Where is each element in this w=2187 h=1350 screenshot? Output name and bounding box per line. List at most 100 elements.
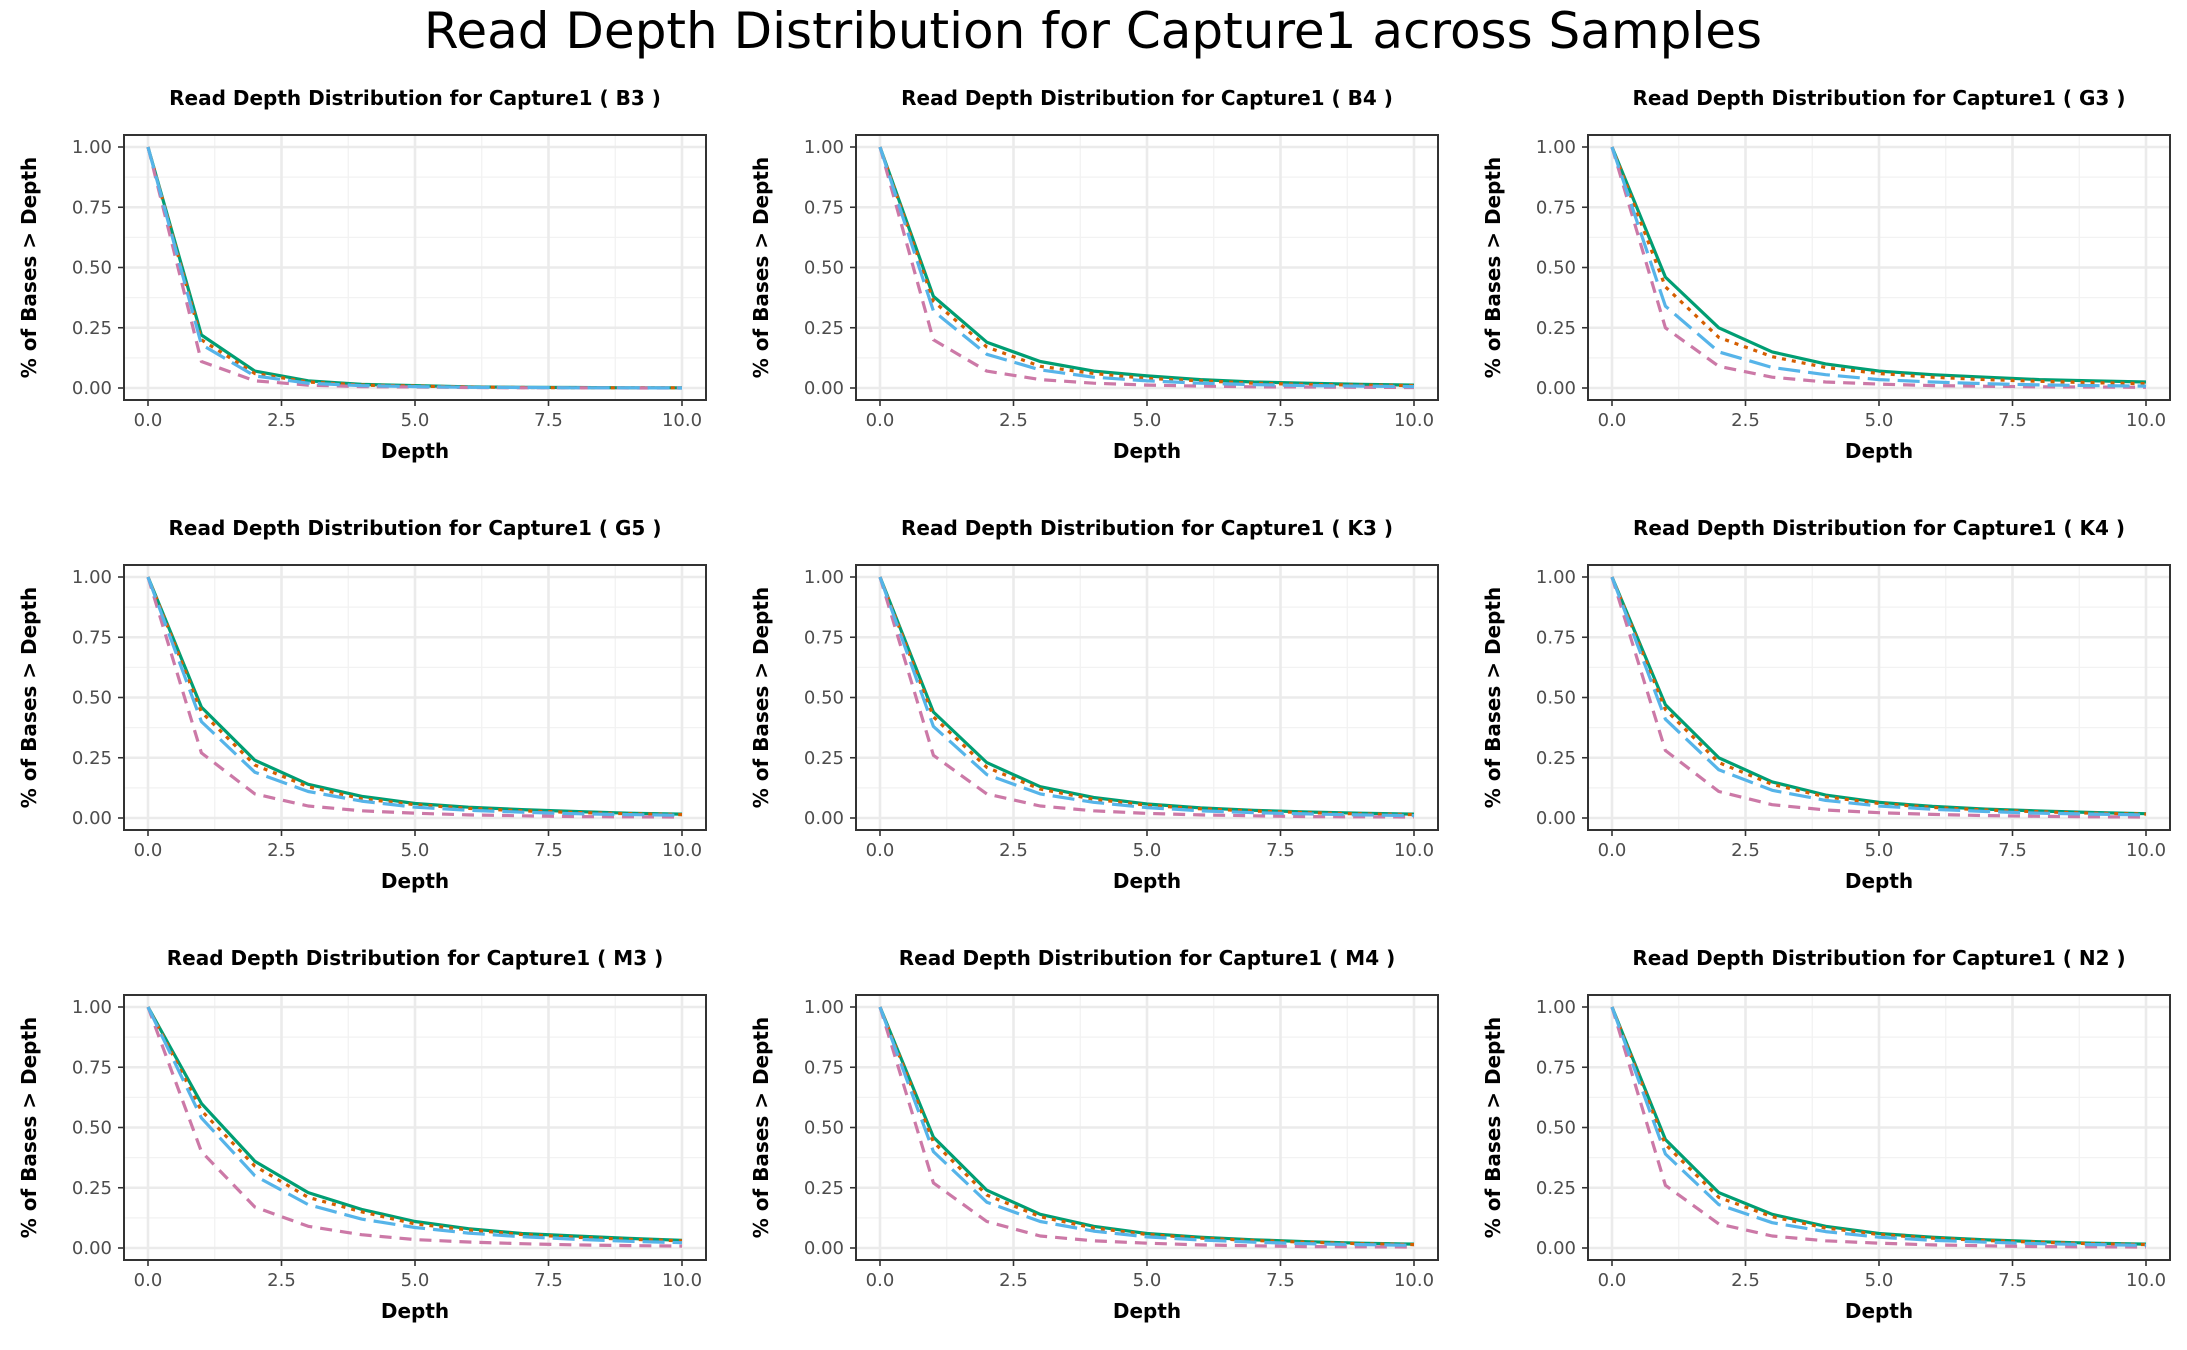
- x-tick-label: 0.0: [1598, 840, 1627, 861]
- y-tick-label: 0.75: [72, 1057, 112, 1078]
- x-tick-label: 5.0: [1133, 840, 1162, 861]
- series-line-0: [146, 576, 683, 816]
- y-tick-label: 1.00: [72, 137, 112, 158]
- series-line-3: [878, 576, 1415, 818]
- y-tick-label: 0.75: [804, 197, 844, 218]
- y-tick-label: 1.00: [72, 567, 112, 588]
- panel-title: Read Depth Distribution for Capture1 ( G…: [1633, 86, 2126, 110]
- y-axis-label: % of Bases > Depth: [1481, 157, 1505, 378]
- x-tick-label: 10.0: [1394, 840, 1434, 861]
- x-tick-label: 5.0: [1865, 410, 1894, 431]
- x-tick-label: 2.5: [1731, 840, 1760, 861]
- y-tick-label: 0.50: [72, 688, 112, 709]
- series-line-0: [878, 576, 1415, 816]
- x-axis-label: Depth: [1113, 1299, 1181, 1323]
- y-tick-label: 0.50: [72, 258, 112, 279]
- x-tick-label: 0.0: [866, 1270, 895, 1291]
- y-tick-label: 0.00: [804, 378, 844, 399]
- y-axis-label: % of Bases > Depth: [17, 1017, 41, 1238]
- y-tick-label: 0.75: [1536, 627, 1576, 648]
- y-axis-label: % of Bases > Depth: [1481, 587, 1505, 808]
- y-tick-label: 1.00: [804, 567, 844, 588]
- panel-6: 0.0 2.5 5.0 7.5 10.0 0.00 0.25 0.50 0.75 1.00 Read…: [17, 946, 707, 1323]
- x-tick-label: 7.5: [1998, 1270, 2027, 1291]
- panel-title: Read Depth Distribution for Capture1 ( M…: [899, 946, 1395, 970]
- series-line-2: [146, 576, 683, 819]
- series-line-0: [146, 1006, 683, 1242]
- y-tick-label: 0.50: [1536, 688, 1576, 709]
- y-tick-label: 1.00: [804, 997, 844, 1018]
- x-axis-label: Depth: [1113, 869, 1181, 893]
- x-tick-label: 5.0: [401, 410, 430, 431]
- series-line-0: [878, 146, 1415, 387]
- x-tick-label: 10.0: [662, 840, 702, 861]
- y-tick-label: 0.75: [1536, 197, 1576, 218]
- y-tick-label: 0.00: [72, 378, 112, 399]
- y-tick-label: 1.00: [1536, 997, 1576, 1018]
- y-tick-label: 0.00: [804, 1238, 844, 1259]
- panel-1: 0.0 2.5 5.0 7.5 10.0 0.00 0.25 0.50 0.75 1.00 Read…: [749, 86, 1439, 463]
- panel-7: 0.0 2.5 5.0 7.5 10.0 0.00 0.25 0.50 0.75 1.00 Read…: [749, 946, 1439, 1323]
- y-tick-label: 0.25: [804, 318, 844, 339]
- panels: 0.0 2.5 5.0 7.5 10.0 0.00 0.25 0.50 0.75 1.00 Read…: [17, 86, 2171, 1323]
- panel-title: Read Depth Distribution for Capture1 ( G…: [169, 516, 662, 540]
- series-line-3: [146, 576, 683, 817]
- x-tick-label: 0.0: [866, 840, 895, 861]
- series-line-0: [878, 1006, 1415, 1246]
- series-line-3: [146, 1006, 683, 1245]
- series-line-2: [1610, 576, 2147, 819]
- y-tick-label: 0.50: [804, 1118, 844, 1139]
- y-axis-label: % of Bases > Depth: [17, 587, 41, 808]
- series-line-3: [1610, 146, 2147, 388]
- y-tick-label: 0.75: [72, 197, 112, 218]
- x-tick-label: 7.5: [1266, 1270, 1295, 1291]
- y-tick-label: 0.50: [804, 258, 844, 279]
- x-tick-label: 2.5: [1731, 1270, 1760, 1291]
- x-tick-label: 7.5: [1266, 410, 1295, 431]
- series-line-0: [1610, 146, 2147, 384]
- series-line-3: [146, 146, 683, 390]
- x-tick-label: 7.5: [1266, 840, 1295, 861]
- x-tick-label: 2.5: [999, 1270, 1028, 1291]
- x-axis-label: Depth: [1845, 439, 1913, 463]
- x-tick-label: 7.5: [534, 410, 563, 431]
- panel-4: 0.0 2.5 5.0 7.5 10.0 0.00 0.25 0.50 0.75 1.00 Read…: [749, 516, 1439, 893]
- x-axis-label: Depth: [381, 1299, 449, 1323]
- y-tick-label: 0.75: [1536, 1057, 1576, 1078]
- x-tick-label: 7.5: [534, 1270, 563, 1291]
- x-tick-label: 2.5: [999, 840, 1028, 861]
- x-tick-label: 7.5: [1998, 410, 2027, 431]
- y-tick-label: 0.00: [1536, 808, 1576, 829]
- series-line-2: [878, 1006, 1415, 1249]
- x-tick-label: 2.5: [1731, 410, 1760, 431]
- panel-3: 0.0 2.5 5.0 7.5 10.0 0.00 0.25 0.50 0.75 1.00 Read…: [17, 516, 707, 893]
- x-tick-label: 5.0: [1133, 1270, 1162, 1291]
- y-tick-label: 0.25: [1536, 318, 1576, 339]
- y-tick-label: 1.00: [1536, 137, 1576, 158]
- panel-title: Read Depth Distribution for Capture1 ( B…: [169, 86, 661, 110]
- panel-0: 0.0 2.5 5.0 7.5 10.0 0.00 0.25 0.50 0.75 1.00 Read…: [17, 86, 707, 463]
- y-tick-label: 0.00: [804, 808, 844, 829]
- x-tick-label: 5.0: [401, 1270, 430, 1291]
- x-tick-label: 7.5: [534, 840, 563, 861]
- y-axis-label: % of Bases > Depth: [17, 157, 41, 378]
- series-line-1: [878, 146, 1415, 388]
- panel-2: 0.0 2.5 5.0 7.5 10.0 0.00 0.25 0.50 0.75 1.00 Read…: [1481, 86, 2171, 463]
- y-tick-label: 0.25: [72, 748, 112, 769]
- x-tick-label: 10.0: [662, 1270, 702, 1291]
- x-axis-label: Depth: [1845, 1299, 1913, 1323]
- y-tick-label: 0.50: [1536, 1118, 1576, 1139]
- x-tick-label: 5.0: [1865, 1270, 1894, 1291]
- y-tick-label: 0.25: [1536, 748, 1576, 769]
- y-axis-label: % of Bases > Depth: [1481, 1017, 1505, 1238]
- series-line-2: [878, 576, 1415, 819]
- y-tick-label: 0.25: [804, 1178, 844, 1199]
- y-tick-label: 1.00: [72, 997, 112, 1018]
- y-tick-label: 0.25: [804, 748, 844, 769]
- y-axis-label: % of Bases > Depth: [749, 1017, 773, 1238]
- x-tick-label: 0.0: [134, 410, 163, 431]
- y-tick-label: 0.00: [72, 1238, 112, 1259]
- y-tick-label: 0.00: [1536, 378, 1576, 399]
- y-axis-label: % of Bases > Depth: [749, 157, 773, 378]
- x-axis-label: Depth: [1845, 869, 1913, 893]
